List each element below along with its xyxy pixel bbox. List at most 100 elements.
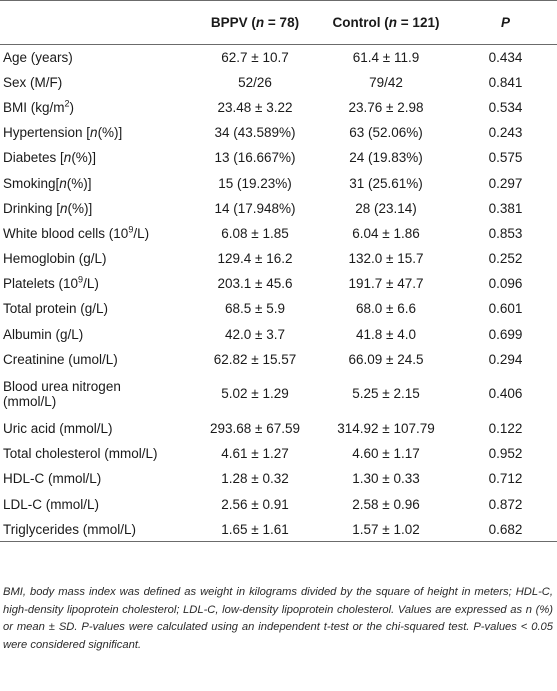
cell-control: 1.57 ± 1.02 (318, 516, 454, 543)
cell-p-value: 0.434 (488, 49, 523, 65)
header-p-label: P (500, 15, 510, 30)
cell-p-value: 0.294 (488, 351, 523, 367)
row-label-italic: n (63, 150, 72, 166)
cell-bppv: 23.48 ± 3.22 (217, 99, 293, 115)
table-row: Triglycerides (mmol/L) 1.65 ± 1.61 1.57 ± … (0, 516, 557, 543)
cell-p-value: 0.712 (488, 471, 523, 487)
cell-control: 23.76 ± 2.98 (348, 99, 424, 115)
cell-bppv: 42.0 ± 3.7 (225, 326, 285, 342)
cell-control: 66.09 ± 24.5 (348, 351, 424, 367)
cell-bppv: 1.65 ± 1.61 (192, 516, 318, 543)
table-row: Total cholesterol (mmol/L) 4.61 ± 1.27 4.6… (0, 441, 557, 466)
row-label-suffix: (%)] (66, 175, 92, 191)
row-label-text: Albumin (g/L) (3, 326, 84, 342)
baseline-characteristics-table-container: BPPV (n = 78) Control (n = 121) P Age (y… (0, 0, 557, 543)
table-row: Sex (M/F) 52/26 79/42 0.841 (0, 70, 557, 95)
cell-bppv: 2.56 ± 0.91 (221, 496, 289, 512)
row-label: Albumin (g/L) (0, 322, 192, 347)
cell-bppv: 293.68 ± 67.59 (210, 421, 300, 437)
cell-control: 1.30 ± 0.33 (352, 471, 420, 487)
cell-p-value: 0.381 (488, 200, 523, 216)
cell-control: 132.0 ± 15.7 (348, 251, 424, 267)
cell-control: 6.04 ± 1.86 (352, 225, 420, 241)
row-label: Age (years) (0, 45, 192, 70)
row-label: Smoking[n(%)] (0, 170, 192, 195)
row-label-text: Platelets (10 (3, 276, 79, 292)
row-label-text: Uric acid (mmol/L) (3, 421, 113, 437)
cell-control: 4.60 ± 1.17 (352, 446, 420, 462)
cell-p-value: 0.682 (454, 516, 557, 543)
table-row: LDL-C (mmol/L) 2.56 ± 0.91 2.58 ± 0.96 0.87… (0, 492, 557, 517)
row-label: Platelets (109/L) (0, 271, 192, 296)
cell-bppv: 14 (17.948%) (214, 200, 296, 216)
row-label: Diabetes [n(%)] (0, 145, 192, 170)
table-row: Hypertension [n(%)] 34 (43.589%) 63 (52.06… (0, 120, 557, 145)
row-label-italic: n (60, 200, 68, 216)
cell-bppv: 13 (16.667%) (214, 150, 296, 166)
table-row: Uric acid (mmol/L) 293.68 ± 67.59 314.92 ±… (0, 416, 557, 441)
table-row: Age (years) 62.7 ± 10.7 61.4 ± 11.9 0.434 (0, 45, 557, 70)
cell-p-value: 0.601 (488, 301, 523, 317)
cell-control: 2.58 ± 0.96 (352, 496, 420, 512)
row-label-italic: n (59, 175, 67, 191)
cell-p-value: 0.096 (488, 276, 523, 292)
row-label: Blood urea nitrogen (mmol/L) (0, 372, 192, 416)
cell-control: 61.4 ± 11.9 (352, 49, 420, 65)
row-label: LDL-C (mmol/L) (0, 492, 192, 517)
cell-control: 24 (19.83%) (349, 150, 423, 166)
cell-p-value: 0.841 (488, 74, 523, 90)
row-label: Creatinine (umol/L) (0, 347, 192, 372)
table-row: Diabetes [n(%)] 13 (16.667%) 24 (19.83%) 0.… (0, 145, 557, 170)
header-bppv-prefix: BPPV ( (210, 15, 256, 30)
row-label: BMI (kg/m2) (0, 95, 192, 120)
cell-control: 63 (52.06%) (349, 125, 423, 141)
header-row: BPPV (n = 78) Control (n = 121) P (0, 0, 557, 45)
row-label-text: Total protein (g/L) (3, 301, 109, 317)
table-body: Age (years) 62.7 ± 10.7 61.4 ± 11.9 0.434 Se… (0, 45, 557, 543)
row-label-text: Total cholesterol (mmol/L) (3, 446, 158, 462)
row-label-line2: (mmol/L) (3, 393, 57, 409)
cell-bppv: 129.4 ± 16.2 (217, 251, 293, 267)
cell-p-value: 0.297 (488, 175, 523, 191)
row-label-text: Blood urea nitrogen (3, 378, 121, 394)
row-label-text: Hypertension [ (3, 125, 91, 141)
cell-p-value: 0.853 (488, 225, 523, 241)
cell-p-value: 0.243 (488, 125, 523, 141)
header-bppv: BPPV (n = 78) (192, 0, 318, 45)
cell-p-value: 0.406 (488, 386, 523, 402)
row-label: Total cholesterol (mmol/L) (0, 441, 192, 466)
table-row: Albumin (g/L) 42.0 ± 3.7 41.8 ± 4.0 0.699 (0, 322, 557, 347)
row-label-suffix: (%)] (67, 200, 93, 216)
cell-p-value: 0.122 (488, 421, 523, 437)
row-label-text: Triglycerides (mmol/L) (3, 521, 137, 537)
row-label: Total protein (g/L) (0, 296, 192, 321)
table-row: White blood cells (109/L) 6.08 ± 1.85 6.04… (0, 221, 557, 246)
cell-bppv: 1.28 ± 0.32 (221, 471, 289, 487)
table-row: Hemoglobin (g/L) 129.4 ± 16.2 132.0 ± 15.7… (0, 246, 557, 271)
row-label-text: Drinking [ (3, 200, 61, 216)
row-label-text: HDL-C (mmol/L) (3, 471, 102, 487)
row-label: Sex (M/F) (0, 70, 192, 95)
header-bppv-n: n (255, 15, 265, 30)
header-control-prefix: Control ( (332, 15, 389, 30)
row-label-suffix: (%)] (97, 125, 123, 141)
header-p-value: P (454, 0, 557, 45)
header-variable (0, 0, 192, 45)
cell-control: 41.8 ± 4.0 (356, 326, 416, 342)
row-label-text: Hemoglobin (g/L) (3, 251, 107, 267)
row-label-text: Smoking[ (3, 175, 60, 191)
cell-control: 314.92 ± 107.79 (337, 421, 435, 437)
cell-bppv: 34 (43.589%) (214, 125, 296, 141)
cell-bppv: 15 (19.23%) (218, 175, 292, 191)
row-label-text: Age (years) (3, 49, 73, 65)
header-control-n: n (388, 15, 398, 30)
row-label: Triglycerides (mmol/L) (0, 516, 192, 543)
row-label: Drinking [n(%)] (0, 196, 192, 221)
cell-bppv: 62.82 ± 15.57 (213, 351, 297, 367)
cell-control: 5.25 ± 2.15 (352, 386, 420, 402)
row-label: Hypertension [n(%)] (0, 120, 192, 145)
cell-p-value: 0.252 (488, 251, 523, 267)
cell-control: 68.0 ± 6.6 (356, 301, 416, 317)
row-label: HDL-C (mmol/L) (0, 466, 192, 491)
cell-control: 191.7 ± 47.7 (348, 276, 424, 292)
